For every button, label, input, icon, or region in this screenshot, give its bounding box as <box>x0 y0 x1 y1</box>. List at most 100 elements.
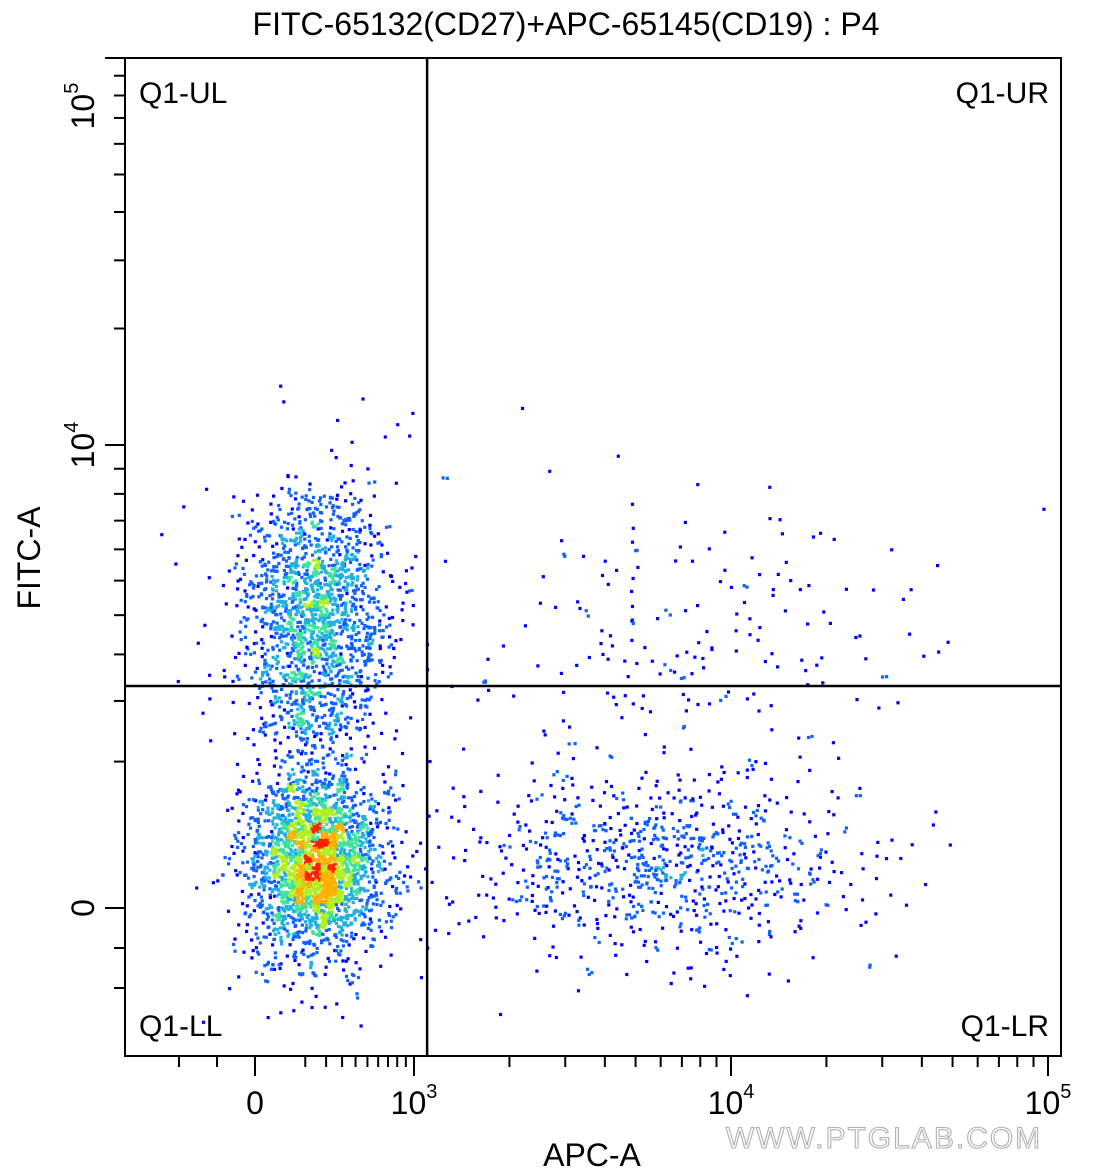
event-dot <box>327 635 331 639</box>
event-dot <box>286 800 290 804</box>
event-dot <box>561 719 565 723</box>
event-dot <box>635 875 639 879</box>
event-dot <box>496 773 500 777</box>
event-dot <box>264 935 268 939</box>
event-dot <box>345 805 349 809</box>
event-dot <box>292 910 296 914</box>
event-dot <box>338 553 342 557</box>
event-dot <box>372 835 376 840</box>
event-dot <box>625 805 629 809</box>
event-dot <box>297 506 301 510</box>
event-dot <box>356 780 360 784</box>
event-dot <box>282 901 286 905</box>
event-dot <box>298 736 303 740</box>
event-dot <box>336 582 340 586</box>
event-dot <box>308 689 312 693</box>
event-dot <box>296 900 300 904</box>
event-dot <box>286 934 290 938</box>
event-dot <box>317 678 321 683</box>
event-dot <box>350 829 354 833</box>
event-dot <box>297 914 301 918</box>
event-dot <box>335 664 339 668</box>
event-dot <box>281 790 286 794</box>
event-dot <box>363 574 368 578</box>
event-dot <box>274 842 278 846</box>
event-dot <box>303 854 307 858</box>
event-dot <box>271 822 275 826</box>
event-dot <box>334 865 339 869</box>
event-dot <box>301 873 305 877</box>
event-dot <box>316 566 321 570</box>
event-dot <box>281 665 285 669</box>
event-dot <box>299 717 303 721</box>
event-dot <box>270 888 274 892</box>
event-dot <box>327 732 331 736</box>
event-dot <box>289 567 293 571</box>
event-dot <box>328 827 332 831</box>
event-dot <box>322 797 326 801</box>
event-dot <box>637 849 641 853</box>
event-dot <box>337 683 342 687</box>
event-dot <box>330 575 334 579</box>
event-dot <box>309 657 313 661</box>
event-dot <box>525 885 529 889</box>
event-dot <box>675 946 679 950</box>
event-dot <box>654 823 658 827</box>
event-dot <box>588 876 592 880</box>
event-dot <box>323 613 327 617</box>
event-dot <box>307 810 312 814</box>
event-dot <box>299 600 303 605</box>
event-dot <box>679 929 683 933</box>
event-dot <box>292 839 296 843</box>
event-dot <box>339 817 343 821</box>
event-dot <box>672 835 676 839</box>
event-dot <box>330 824 335 828</box>
event-dot <box>300 917 305 921</box>
event-dot <box>340 701 344 705</box>
event-dot <box>305 569 309 573</box>
event-dot <box>724 891 728 895</box>
event-dot <box>351 692 355 696</box>
event-dot <box>329 841 334 845</box>
event-dot <box>320 831 324 835</box>
event-dot <box>353 591 357 595</box>
event-dot <box>310 827 315 831</box>
event-dot <box>397 797 401 801</box>
event-dot <box>258 529 262 533</box>
event-dot <box>334 959 338 963</box>
event-dot <box>339 698 344 702</box>
event-dot <box>754 822 758 826</box>
event-dot <box>349 807 353 812</box>
event-dot <box>294 690 298 694</box>
event-dot <box>283 646 287 650</box>
event-dot <box>331 730 336 734</box>
event-dot <box>339 878 343 882</box>
event-dot <box>296 811 300 816</box>
event-dot <box>642 827 646 832</box>
event-dot <box>339 632 343 636</box>
event-dot <box>325 616 329 620</box>
event-dot <box>335 660 339 664</box>
event-dot <box>297 672 301 676</box>
event-dot <box>245 904 249 908</box>
event-dot <box>321 918 325 922</box>
event-dot <box>286 794 290 798</box>
event-dot <box>375 903 379 907</box>
event-dot <box>274 696 278 700</box>
event-dot <box>351 848 355 852</box>
event-dot <box>287 721 291 725</box>
event-dot <box>295 531 299 535</box>
event-dot <box>315 879 319 883</box>
event-dot <box>732 896 736 901</box>
event-dot <box>275 823 279 827</box>
event-dot <box>629 883 633 887</box>
event-dot <box>341 959 345 963</box>
event-dot <box>323 806 327 810</box>
event-dot <box>369 821 373 825</box>
event-dot <box>345 866 349 870</box>
event-dot <box>352 868 356 873</box>
event-dot <box>176 679 180 684</box>
event-dot <box>349 862 353 866</box>
event-dot <box>359 855 363 859</box>
event-dot <box>334 674 338 678</box>
